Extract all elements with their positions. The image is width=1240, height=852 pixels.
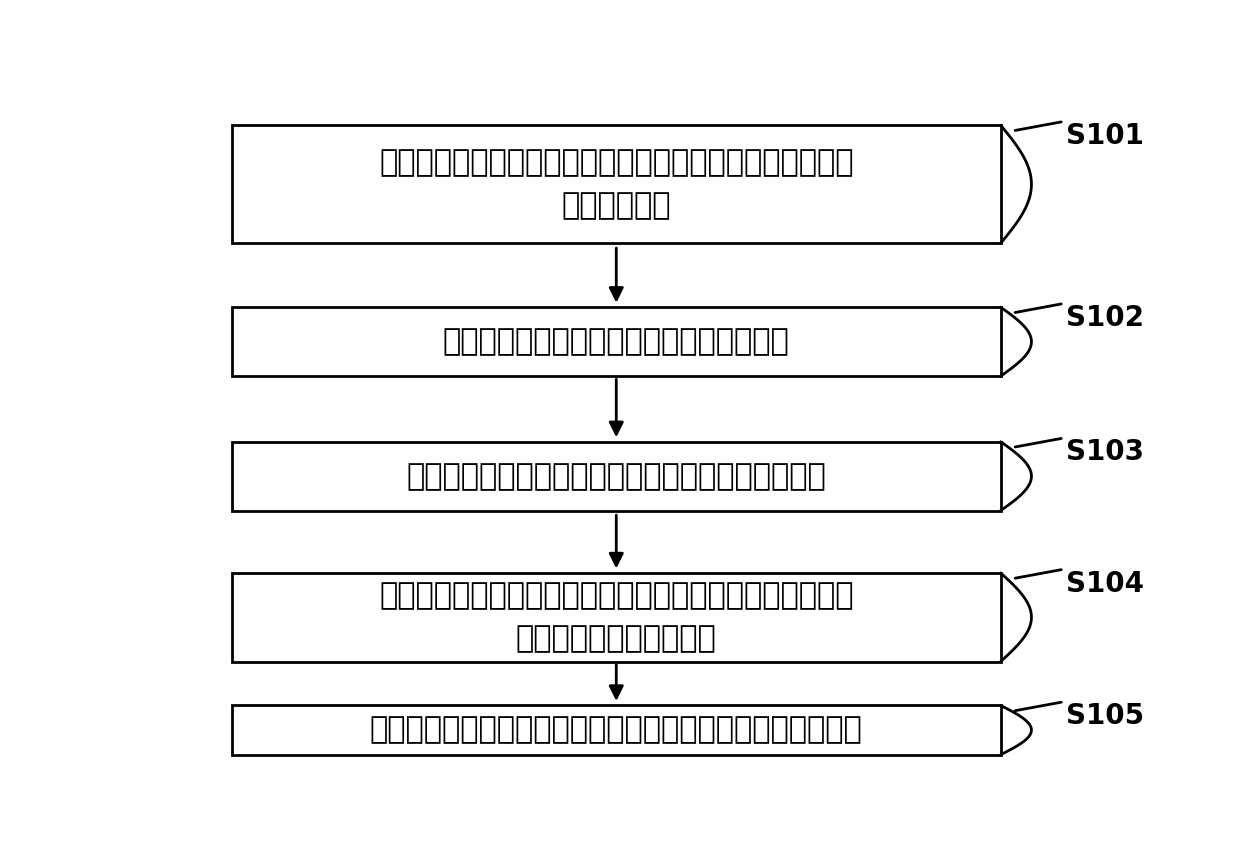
Text: 根据所述主观权重和所述客观权重，计算综合性权重: 根据所述主观权重和所述客观权重，计算综合性权重 bbox=[407, 462, 826, 491]
FancyBboxPatch shape bbox=[232, 308, 1001, 376]
Text: 根据所述综合性权重，计算所述评估指标加权和，得到配电
变压器健康状态综合得分: 根据所述综合性权重，计算所述评估指标加权和，得到配电 变压器健康状态综合得分 bbox=[379, 581, 853, 653]
Text: 根据配电变压器的评估指标，构建配电变压器健康评估指标
层次结构模型: 根据配电变压器的评估指标，构建配电变压器健康评估指标 层次结构模型 bbox=[379, 148, 853, 220]
FancyBboxPatch shape bbox=[232, 573, 1001, 661]
FancyBboxPatch shape bbox=[232, 441, 1001, 510]
FancyBboxPatch shape bbox=[232, 125, 1001, 244]
Text: S103: S103 bbox=[1066, 439, 1145, 466]
Text: S101: S101 bbox=[1066, 122, 1145, 150]
Text: S104: S104 bbox=[1066, 570, 1145, 597]
FancyBboxPatch shape bbox=[232, 705, 1001, 755]
Text: S105: S105 bbox=[1066, 702, 1145, 730]
Text: 计算所述评估指标的主观权重，及客观权重: 计算所述评估指标的主观权重，及客观权重 bbox=[443, 327, 790, 356]
Text: S102: S102 bbox=[1066, 304, 1145, 332]
Text: 根据所述配电变压器健康状态综合得分对配电变压器进行排序: 根据所述配电变压器健康状态综合得分对配电变压器进行排序 bbox=[370, 716, 863, 745]
